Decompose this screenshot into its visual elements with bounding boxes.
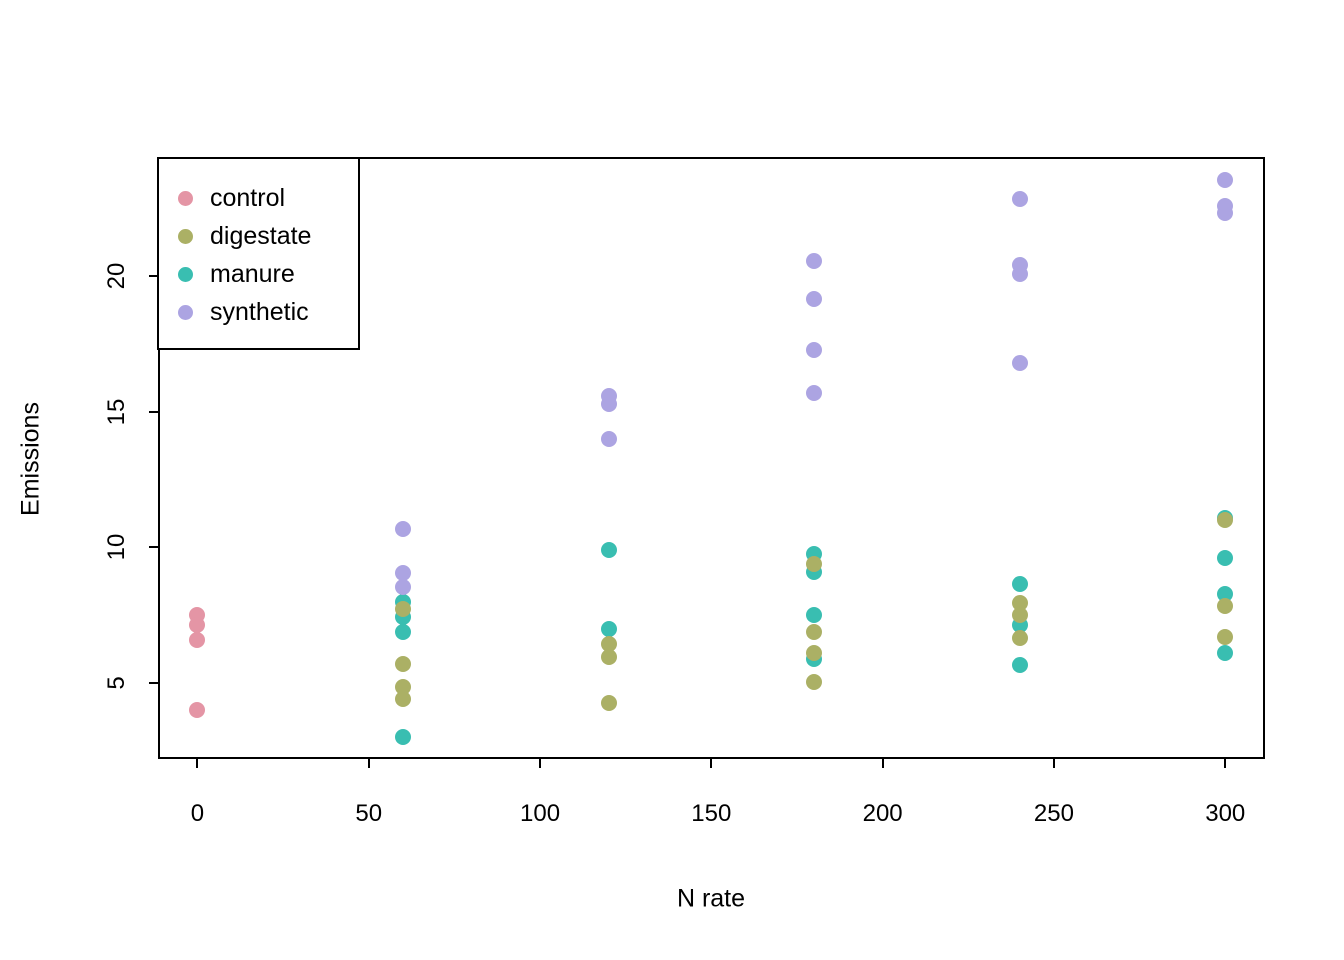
data-point-synthetic [806, 253, 823, 270]
x-tick-label: 0 [190, 800, 205, 827]
data-point-synthetic [806, 341, 823, 358]
data-point-manure [1011, 657, 1028, 674]
data-point-manure [600, 620, 617, 637]
data-point-digestate [394, 691, 411, 708]
data-point-manure [1217, 585, 1234, 602]
data-point-manure [394, 623, 411, 640]
data-point-digestate [806, 645, 823, 662]
data-point-digestate [1011, 630, 1028, 647]
legend-label: synthetic [210, 297, 309, 326]
data-point-control [189, 631, 206, 648]
legend-dot-synthetic [178, 304, 193, 320]
data-point-digestate [394, 600, 411, 617]
data-point-synthetic [1011, 265, 1028, 282]
data-point-digestate [394, 656, 411, 673]
y-tick [149, 410, 158, 413]
data-point-manure [1217, 550, 1234, 567]
x-tick [1224, 759, 1227, 768]
legend-dot-manure [178, 266, 193, 282]
data-point-synthetic [1217, 172, 1234, 189]
legend-label: control [210, 183, 286, 212]
x-tick [881, 759, 884, 768]
y-tick [149, 275, 158, 278]
data-point-synthetic [806, 384, 823, 401]
x-tick [367, 759, 370, 768]
x-tick-label: 200 [862, 800, 903, 827]
data-point-digestate [600, 649, 617, 666]
y-axis-title: Emissions [16, 402, 45, 516]
data-point-synthetic [394, 578, 411, 595]
legend-dot-digestate [178, 228, 193, 244]
legend-item-synthetic: synthetic [178, 293, 358, 331]
data-point-control [189, 702, 206, 719]
legend-dot-control [178, 190, 193, 206]
data-point-digestate [806, 673, 823, 690]
data-point-manure [600, 542, 617, 559]
data-point-synthetic [600, 431, 617, 448]
legend-item-digestate: digestate [178, 217, 358, 255]
x-tick-label: 100 [519, 800, 561, 827]
x-tick-label: 250 [1033, 800, 1074, 827]
data-point-synthetic [1011, 355, 1028, 372]
data-point-synthetic [394, 565, 411, 582]
legend-item-manure: manure [178, 255, 358, 293]
data-point-synthetic [394, 520, 411, 537]
x-tick-label: 150 [691, 800, 732, 827]
data-point-synthetic [600, 395, 617, 412]
data-point-digestate [600, 695, 617, 712]
data-point-digestate [394, 679, 411, 696]
y-tick [149, 682, 158, 685]
x-tick-label: 50 [355, 800, 383, 827]
legend-label: manure [210, 259, 295, 288]
x-tick [196, 759, 199, 768]
data-point-digestate [1217, 597, 1234, 614]
x-tick-label: 300 [1205, 800, 1246, 827]
data-point-manure [394, 729, 411, 746]
data-point-control [189, 616, 206, 633]
x-tick [539, 759, 542, 768]
legend: control digestate manure synthetic [157, 157, 360, 350]
x-tick [710, 759, 713, 768]
x-tick [1052, 759, 1055, 768]
data-point-digestate [600, 635, 617, 652]
data-point-digestate [1011, 595, 1028, 612]
data-point-synthetic [1217, 204, 1234, 221]
data-point-digestate [1217, 628, 1234, 645]
data-point-digestate [1217, 512, 1234, 529]
y-tick [149, 546, 158, 549]
legend-item-control: control [178, 179, 358, 217]
data-point-digestate [806, 555, 823, 572]
legend-label: digestate [210, 221, 312, 250]
y-tick-label: 20 [103, 262, 130, 290]
legend-items: control digestate manure synthetic [178, 179, 358, 331]
x-axis-title: N rate [676, 884, 746, 913]
data-point-synthetic [806, 291, 823, 308]
data-point-manure [1011, 576, 1028, 593]
y-tick-label: 10 [103, 534, 130, 561]
y-tick-label: 15 [103, 398, 130, 426]
data-point-synthetic [1011, 191, 1028, 208]
data-point-digestate [1011, 607, 1028, 624]
data-point-manure [806, 607, 823, 624]
data-point-manure [1217, 645, 1234, 662]
y-tick-label: 5 [103, 676, 130, 690]
data-point-digestate [806, 623, 823, 640]
